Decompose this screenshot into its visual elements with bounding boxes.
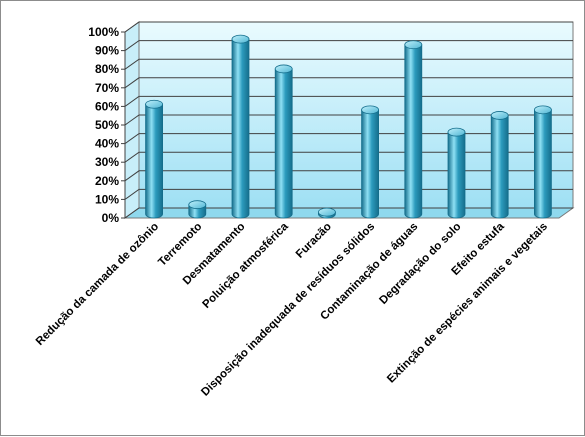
bar <box>404 40 423 219</box>
bar-body <box>534 109 552 219</box>
y-tick-label: 20% <box>95 174 119 188</box>
bar-cap <box>361 105 380 115</box>
bar-cap <box>145 99 164 109</box>
bar-cap <box>188 200 207 210</box>
bar-body <box>361 109 379 219</box>
bar-body <box>231 38 250 219</box>
gridline <box>124 133 573 145</box>
bar-body <box>404 44 423 219</box>
bar-cap <box>231 34 250 44</box>
bar <box>145 99 164 219</box>
y-tick-label: 80% <box>95 62 119 76</box>
bar <box>317 207 336 219</box>
bar-cap <box>317 207 336 217</box>
bar-body <box>447 131 466 219</box>
bar <box>534 105 552 219</box>
bar-cap <box>490 111 509 120</box>
y-tick-label: 10% <box>95 192 119 206</box>
gridline <box>124 188 573 200</box>
gridline <box>124 58 573 70</box>
bar-cap <box>447 127 466 137</box>
y-tick-label: 100% <box>88 25 119 39</box>
x-category-label: Furacão <box>294 221 334 261</box>
gridline <box>124 40 573 52</box>
bar-body <box>274 68 293 219</box>
x-category-label: Poluição atmosférica <box>201 220 292 311</box>
bar <box>231 34 250 219</box>
gridline <box>124 170 573 182</box>
gridline <box>124 95 573 107</box>
gridline <box>124 114 573 126</box>
bar <box>274 64 293 219</box>
bar-body <box>145 103 163 219</box>
bar <box>188 200 207 219</box>
y-tick-label: 60% <box>95 99 119 113</box>
bar-body <box>490 115 509 219</box>
gridline <box>124 21 573 33</box>
gridline <box>124 77 573 89</box>
x-category-label: Degradação do solo <box>377 221 463 307</box>
bar <box>490 111 509 219</box>
bar-cap <box>534 105 552 115</box>
gridline <box>124 151 573 163</box>
bar-cap <box>274 64 293 74</box>
bar-cap <box>404 40 423 50</box>
x-category-label: Redução da camada de ozônio <box>34 221 161 348</box>
y-tick-label: 30% <box>95 155 119 169</box>
bar <box>361 105 380 219</box>
y-tick-label: 50% <box>95 118 119 132</box>
y-tick-label: 70% <box>95 81 119 95</box>
y-tick-label: 90% <box>95 44 119 58</box>
x-category-label: Extinção de espécies animais e vegetais <box>385 221 550 386</box>
y-tick-label: 40% <box>95 137 119 151</box>
gridline <box>124 207 573 219</box>
bar <box>447 127 466 219</box>
y-tick-label: 0% <box>102 211 120 225</box>
